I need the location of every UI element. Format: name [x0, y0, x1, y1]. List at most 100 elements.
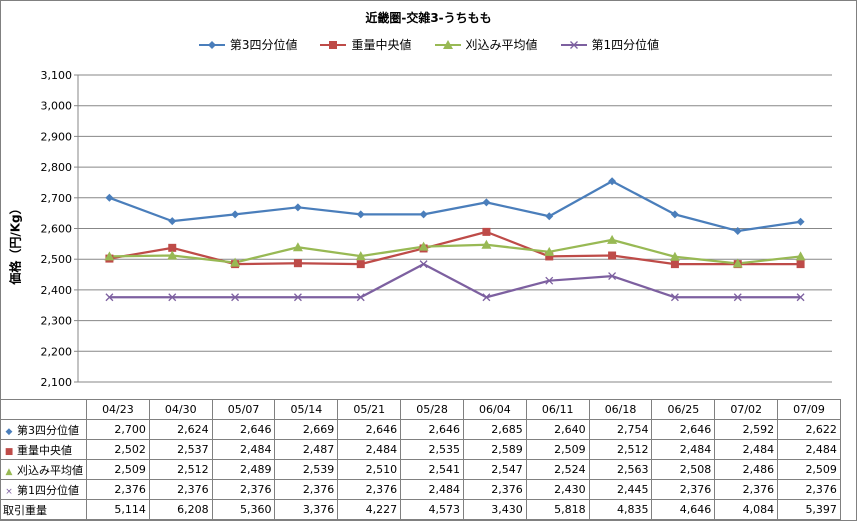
table-cell: 2,510: [337, 459, 402, 480]
legend-swatch: [198, 40, 225, 49]
row-marker-icon: ▲: [5, 466, 13, 477]
table-cell: 2,376: [777, 479, 841, 500]
x-tick-label: 05/07: [211, 399, 276, 420]
table-row: ■ 重量中央値 2,502 2,537 2,484 2,487 2,484 2,535 2,58…: [0, 439, 841, 460]
y-tick-label: 2,400: [41, 284, 73, 297]
table-cell: 2,509: [525, 439, 590, 460]
table-cell: 2,484: [714, 439, 779, 460]
row-header-label: 重量中央値: [17, 443, 72, 457]
data-point: [168, 293, 177, 302]
table-cell: 2,624: [148, 419, 213, 440]
y-tick-label: 2,500: [41, 253, 73, 266]
y-tick-label: 2,100: [41, 376, 73, 389]
plot-area: 2,100 2,200 2,300 2,400 2,500 2,600 2,700 2,800…: [41, 69, 832, 389]
data-point: [544, 246, 555, 256]
table-cell: 2,669: [274, 419, 339, 440]
table-cell: 2,535: [400, 439, 464, 460]
table-cell: 2,376: [211, 479, 276, 500]
data-point: [293, 293, 302, 302]
table-cell: 2,445: [588, 479, 653, 500]
data-point: [569, 40, 578, 49]
y-tick-label: 2,800: [41, 161, 73, 174]
data-point: [669, 251, 680, 261]
data-point: [104, 251, 115, 261]
data-point: [207, 40, 216, 49]
table-cell: 2,754: [588, 419, 653, 440]
data-point: [796, 217, 805, 226]
data-point: [608, 251, 617, 260]
table-cell: 2,487: [274, 439, 339, 460]
table-cell: 2,489: [211, 459, 276, 480]
legend-label: 重量中央値: [351, 38, 412, 52]
legend-label: 第3四分位値: [229, 38, 298, 52]
data-point: [418, 241, 429, 251]
table-cell: 2,486: [714, 459, 779, 480]
data-point: [231, 210, 240, 219]
legend: 第3四分位値 重量中央値 刈込み平均値 第1四分位値: [0, 36, 857, 53]
table-cell: 2,541: [400, 459, 464, 480]
data-point: [355, 251, 366, 261]
table-cell: 5,114: [86, 499, 150, 520]
row-header-label: 第3四分位値: [17, 423, 79, 437]
data-point: [482, 198, 491, 207]
legend-item: 第1四分位値: [560, 36, 660, 53]
data-point: [545, 252, 554, 261]
x-tick-label: 04/23: [86, 399, 150, 420]
data-point: [419, 260, 428, 269]
table-row: ▲ 刈込み平均値 2,509 2,512 2,489 2,539 2,510 2,541 2,5…: [0, 459, 841, 480]
data-point: [482, 227, 491, 236]
table-cell: 2,539: [274, 459, 339, 480]
data-point: [670, 293, 679, 302]
table-cell: 3,430: [462, 499, 527, 520]
table-cell: 2,592: [714, 419, 779, 440]
y-tick-label: 2,900: [41, 130, 73, 143]
row-header: 取引重量: [0, 499, 87, 520]
table-cell: 2,512: [148, 459, 213, 480]
table-cell: 2,376: [337, 479, 402, 500]
y-tick-label: 3,100: [41, 69, 73, 82]
table-cell: 2,430: [525, 479, 590, 500]
data-point: [356, 260, 365, 269]
legend-label: 刈込み平均値: [465, 38, 538, 52]
table-row: 取引重量 5,114 6,208 5,360 3,376 4,227 4,573 3,430 5…: [0, 499, 841, 520]
row-marker-icon: ■: [4, 446, 14, 457]
series-line: [109, 262, 801, 299]
data-point: [167, 250, 178, 260]
table-cell: 2,376: [148, 479, 213, 500]
data-point: [231, 293, 240, 302]
legend-item: 重量中央値: [319, 36, 412, 53]
table-cell: 2,646: [211, 419, 276, 440]
row-marker-icon: ◆: [5, 426, 13, 437]
legend-item: 刈込み平均値: [434, 36, 538, 53]
data-table: 04/23 04/30 05/07 05/14 05/21 05/28 06/04 06/11…: [0, 399, 841, 520]
table-cell: 2,484: [400, 479, 464, 500]
table-cell: 4,573: [400, 499, 464, 520]
table-cell: 2,547: [462, 459, 527, 480]
data-point: [670, 210, 679, 219]
data-point: [329, 40, 338, 49]
data-point: [356, 293, 365, 302]
x-tick-label: 06/11: [525, 399, 590, 420]
x-tick-label: 04/30: [148, 399, 213, 420]
x-tick-label: 05/14: [274, 399, 339, 420]
data-point: [356, 210, 365, 219]
series-line: [109, 238, 801, 265]
data-point: [292, 242, 303, 252]
x-tick-label: 05/21: [337, 399, 402, 420]
table-cell: 2,646: [337, 419, 402, 440]
table-cell: 2,376: [651, 479, 716, 500]
data-point: [481, 239, 492, 249]
table-cell: 5,360: [211, 499, 276, 520]
legend-label: 第1四分位値: [591, 38, 660, 52]
table-cell: 2,700: [86, 419, 150, 440]
data-point: [608, 177, 617, 186]
data-point: [608, 272, 617, 281]
x-tick-label: 07/02: [714, 399, 779, 420]
table-cell: 3,376: [274, 499, 339, 520]
x-tick-label: 06/25: [651, 399, 716, 420]
table-cell: 2,484: [651, 439, 716, 460]
table-corner-cell: [0, 399, 87, 420]
data-point: [293, 259, 302, 268]
table-cell: 5,397: [777, 499, 841, 520]
row-header: ▲ 刈込み平均値: [0, 459, 87, 480]
